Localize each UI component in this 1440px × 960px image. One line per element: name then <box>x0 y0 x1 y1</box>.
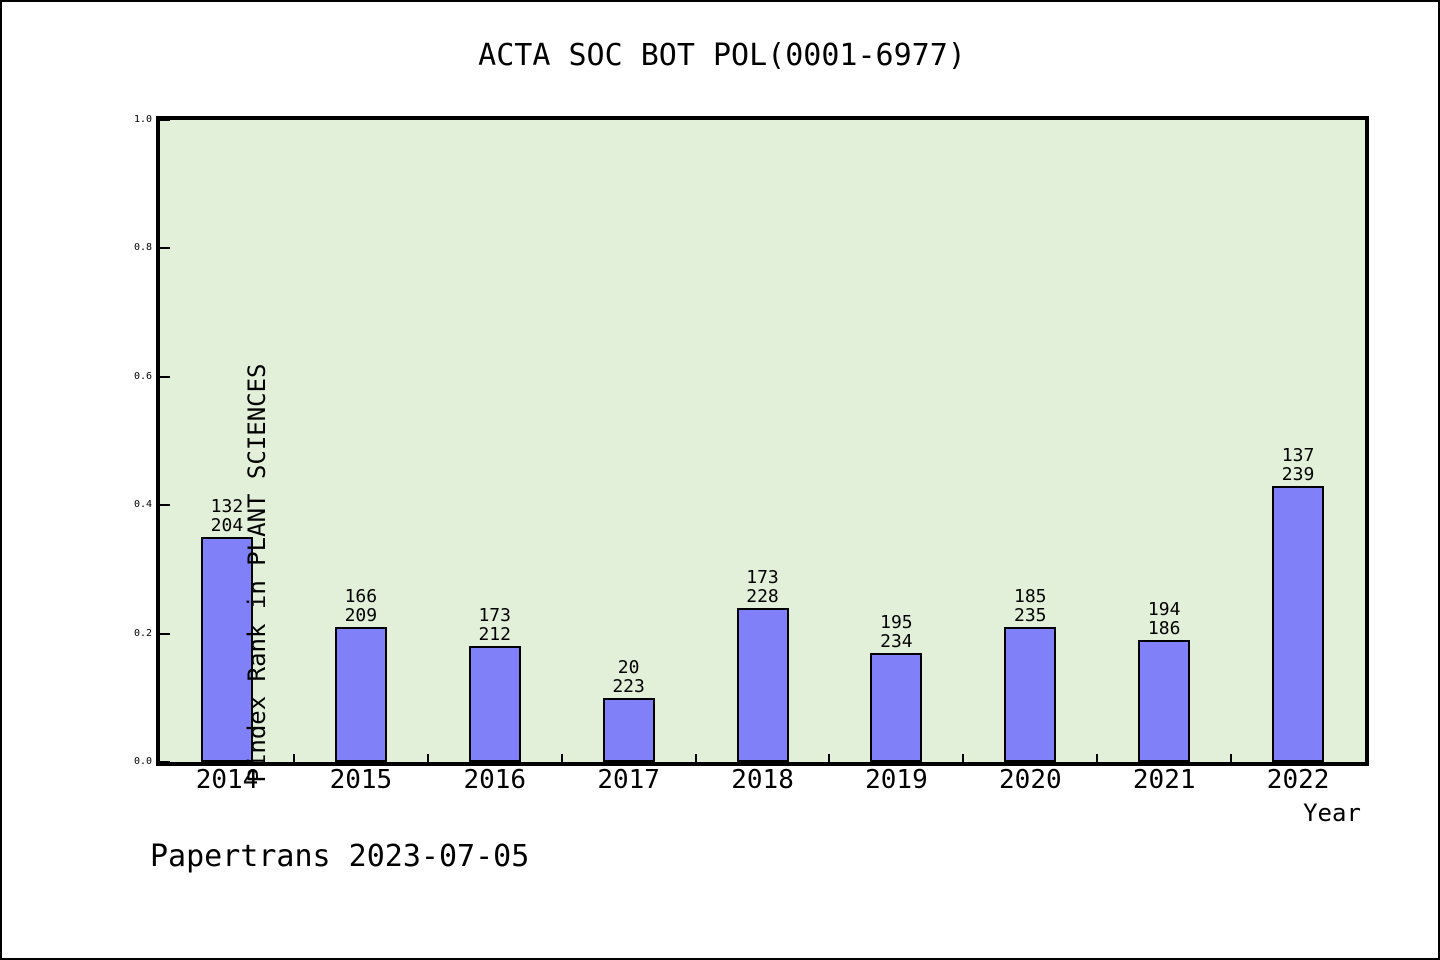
bar-value-label: 20 223 <box>574 658 684 696</box>
bar-value-label: 132 204 <box>172 497 282 535</box>
x-category-label: 2015 <box>329 765 393 795</box>
bar-value-line: 173 <box>746 567 779 588</box>
bar-value-line: 235 <box>1014 605 1047 626</box>
bar-value-line: 223 <box>612 676 645 697</box>
bar-value-line: 195 <box>880 612 913 633</box>
bar-value-label: 137 239 <box>1243 446 1353 484</box>
x-tick-mark <box>1230 754 1233 762</box>
bar-value-line: 137 <box>1281 445 1315 466</box>
x-tick-mark <box>292 754 295 762</box>
y-tick-label: 0.2 <box>133 627 152 639</box>
x-tick-mark <box>828 754 831 762</box>
bar-value-label: 166 209 <box>306 587 416 625</box>
bar-value-line: 204 <box>210 515 244 536</box>
x-tick-mark <box>560 754 563 762</box>
bar-value-label: 194 186 <box>1109 600 1219 638</box>
x-tick-mark <box>1096 754 1099 762</box>
y-axis-label: Pindex Rank in PLANT SCIENCES <box>243 363 271 783</box>
y-tick-label: 0.0 <box>133 756 152 767</box>
bar-value-label: 173 212 <box>440 606 550 644</box>
x-axis-label: Year <box>1303 799 1361 827</box>
y-tick-label: 0.4 <box>133 499 152 511</box>
bar-2014 <box>200 537 253 762</box>
y-tick-mark <box>160 375 170 378</box>
bar-2021 <box>1138 640 1191 762</box>
bar-value-line: 185 <box>1014 586 1047 607</box>
bar-2017 <box>602 698 655 762</box>
x-tick-mark <box>694 754 697 762</box>
x-tick-mark <box>962 754 965 762</box>
plot-canvas: 132 204 166 209 173 212 20 223 173 228 195 234 185 23… <box>160 120 1365 762</box>
y-tick-mark <box>160 761 170 762</box>
bar-2015 <box>334 627 387 762</box>
x-category-label: 2022 <box>1266 765 1330 795</box>
bar-value-line: 194 <box>1147 599 1181 620</box>
bar-value-line: 234 <box>880 631 913 652</box>
bar-2016 <box>468 646 521 762</box>
x-category-label: 2021 <box>1132 765 1196 795</box>
footer-watermark: Papertrans 2023-07-05 <box>150 839 530 874</box>
bar-2020 <box>1004 627 1057 762</box>
bar-value-line: 20 <box>617 657 640 678</box>
plot-frame: 132 204 166 209 173 212 20 223 173 228 195 234 185 23… <box>156 116 1369 783</box>
x-category-label: 2014 <box>195 765 259 795</box>
y-tick-label: 0.6 <box>133 370 152 382</box>
bar-value-line: 132 <box>210 496 244 517</box>
bar-value-label: 173 228 <box>708 568 818 606</box>
y-tick-mark <box>160 632 170 635</box>
bar-value-line: 166 <box>344 586 378 607</box>
y-tick-mark <box>160 504 170 507</box>
x-category-label: 2018 <box>731 765 794 795</box>
bar-value-label: 195 234 <box>841 613 951 651</box>
chart-title: ACTA SOC BOT POL(0001-6977) <box>478 38 966 73</box>
bar-2019 <box>870 653 923 762</box>
x-tick-mark <box>426 754 429 762</box>
x-category-label: 2020 <box>999 765 1062 795</box>
bar-2022 <box>1272 486 1325 762</box>
bar-value-line: 173 <box>478 605 511 626</box>
y-tick-label: 1.0 <box>133 114 152 125</box>
bar-value-line: 209 <box>344 605 378 626</box>
x-category-label: 2017 <box>597 765 660 795</box>
y-tick-label: 0.8 <box>133 242 152 254</box>
bar-value-line: 228 <box>746 586 779 607</box>
bar-value-label: 185 235 <box>975 587 1085 625</box>
y-tick-mark <box>160 247 170 250</box>
x-category-label: 2016 <box>463 765 527 795</box>
y-tick-mark <box>160 120 170 121</box>
x-category-label: 2019 <box>865 765 928 795</box>
bar-value-line: 239 <box>1281 464 1315 485</box>
bar-2018 <box>736 608 789 762</box>
bar-value-line: 212 <box>478 624 511 645</box>
bar-value-line: 186 <box>1147 618 1181 639</box>
